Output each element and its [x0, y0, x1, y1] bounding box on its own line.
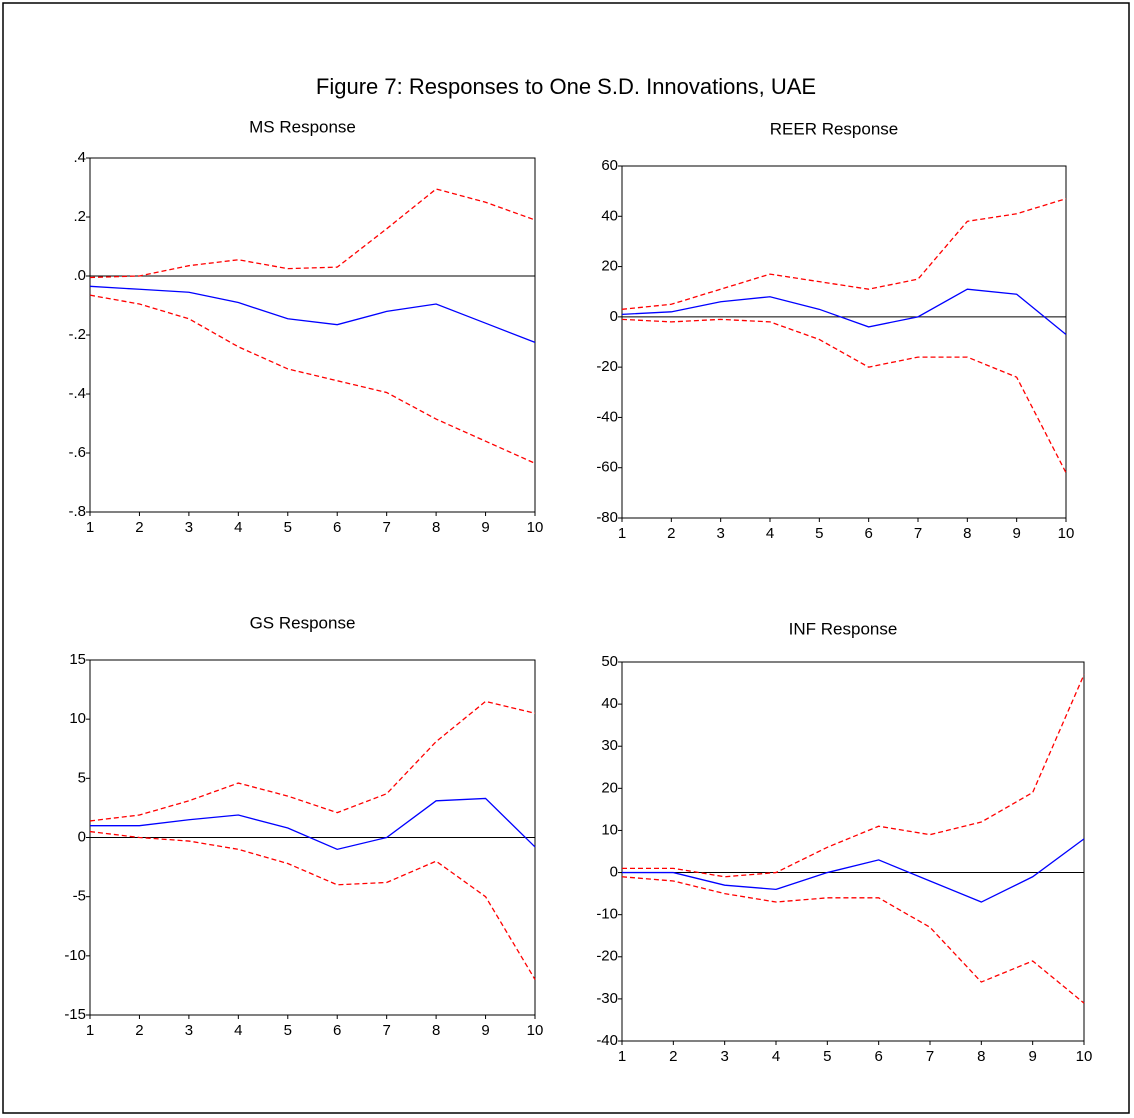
- x-tick-label: 9: [481, 519, 489, 536]
- x-tick-label: 8: [432, 1022, 440, 1039]
- x-tick-label: 4: [234, 1022, 242, 1039]
- x-tick-label: 10: [1058, 525, 1075, 542]
- y-tick-label: -15: [64, 1006, 86, 1023]
- x-tick-label: 3: [185, 519, 193, 536]
- y-tick-label: -30: [596, 990, 618, 1007]
- y-tick-label: -5: [73, 888, 86, 905]
- y-tick-label: 40: [601, 695, 618, 712]
- panel-title: REER Response: [770, 119, 899, 138]
- x-tick-label: 1: [86, 519, 94, 536]
- y-tick-label: 20: [601, 779, 618, 796]
- x-tick-label: 1: [618, 1048, 626, 1065]
- y-tick-label: .4: [73, 149, 86, 166]
- panel-title: INF Response: [789, 619, 898, 638]
- x-tick-label: 10: [527, 1022, 544, 1039]
- y-tick-label: 5: [78, 769, 86, 786]
- x-tick-label: 6: [333, 1022, 341, 1039]
- y-tick-label: 20: [601, 258, 618, 275]
- x-tick-label: 7: [926, 1048, 934, 1065]
- x-tick-label: 3: [720, 1048, 728, 1065]
- x-tick-label: 3: [716, 525, 724, 542]
- x-tick-label: 1: [86, 1022, 94, 1039]
- x-tick-label: 4: [772, 1048, 780, 1065]
- x-tick-label: 9: [1012, 525, 1020, 542]
- series-line: [622, 674, 1085, 878]
- figure-title: Figure 7: Responses to One S.D. Innovati…: [316, 74, 816, 99]
- series-line: [621, 198, 1067, 310]
- x-tick-label: 10: [1076, 1048, 1093, 1065]
- y-tick-label: -40: [596, 408, 618, 425]
- x-tick-label: 5: [284, 519, 292, 536]
- x-tick-label: 4: [234, 519, 242, 536]
- series-line: [621, 288, 1067, 335]
- x-tick-label: 8: [432, 519, 440, 536]
- series-line: [622, 838, 1085, 903]
- y-tick-label: -.4: [68, 385, 86, 402]
- y-tick-label: -20: [596, 358, 618, 375]
- y-tick-label: -.6: [68, 444, 86, 461]
- panel-title: MS Response: [249, 117, 356, 136]
- plot-area: [621, 165, 1067, 519]
- y-tick-label: 0: [610, 308, 618, 325]
- x-tick-label: 10: [527, 519, 544, 536]
- y-tick-label: 15: [69, 651, 86, 668]
- x-tick-label: 6: [333, 519, 341, 536]
- y-tick-label: 40: [601, 207, 618, 224]
- y-tick-label: 10: [69, 710, 86, 727]
- y-tick-label: -10: [64, 947, 86, 964]
- y-tick-label: -10: [596, 906, 618, 923]
- series-line: [621, 318, 1067, 474]
- y-tick-label: 30: [601, 737, 618, 754]
- y-tick-label: 50: [601, 653, 618, 670]
- x-tick-label: 1: [618, 525, 626, 542]
- y-tick-label: 60: [601, 157, 618, 174]
- series-line: [89, 285, 536, 343]
- series-line: [89, 830, 536, 980]
- x-tick-label: 4: [766, 525, 774, 542]
- x-tick-label: 9: [1028, 1048, 1036, 1065]
- x-tick-label: 8: [977, 1048, 985, 1065]
- x-tick-label: 8: [963, 525, 971, 542]
- x-tick-label: 3: [185, 1022, 193, 1039]
- series-line: [89, 294, 536, 464]
- y-tick-label: -40: [596, 1032, 618, 1049]
- x-tick-label: 6: [874, 1048, 882, 1065]
- y-tick-label: -.8: [68, 503, 86, 520]
- series-line: [90, 797, 536, 851]
- x-tick-label: 5: [815, 525, 823, 542]
- x-tick-label: 2: [135, 1022, 143, 1039]
- panel-title: GS Response: [250, 613, 356, 632]
- series-line: [89, 700, 536, 822]
- y-tick-label: -.2: [68, 326, 86, 343]
- y-tick-label: .0: [73, 267, 86, 284]
- x-tick-label: 7: [382, 1022, 390, 1039]
- x-tick-label: 9: [481, 1022, 489, 1039]
- x-tick-label: 5: [823, 1048, 831, 1065]
- x-tick-label: 5: [284, 1022, 292, 1039]
- y-tick-label: .2: [73, 208, 86, 225]
- x-tick-label: 2: [135, 519, 143, 536]
- series-line: [621, 876, 1085, 1004]
- x-tick-label: 7: [914, 525, 922, 542]
- x-tick-label: 2: [667, 525, 675, 542]
- y-tick-label: -80: [596, 509, 618, 526]
- y-tick-label: -20: [596, 948, 618, 965]
- plot-area: [621, 661, 1085, 1042]
- x-tick-label: 6: [864, 525, 872, 542]
- y-tick-label: -60: [596, 459, 618, 476]
- y-tick-label: 10: [601, 821, 618, 838]
- y-tick-label: 0: [610, 864, 618, 881]
- x-tick-label: 2: [669, 1048, 677, 1065]
- y-tick-label: 0: [78, 828, 86, 845]
- x-tick-label: 7: [382, 519, 390, 536]
- series-line: [89, 188, 536, 279]
